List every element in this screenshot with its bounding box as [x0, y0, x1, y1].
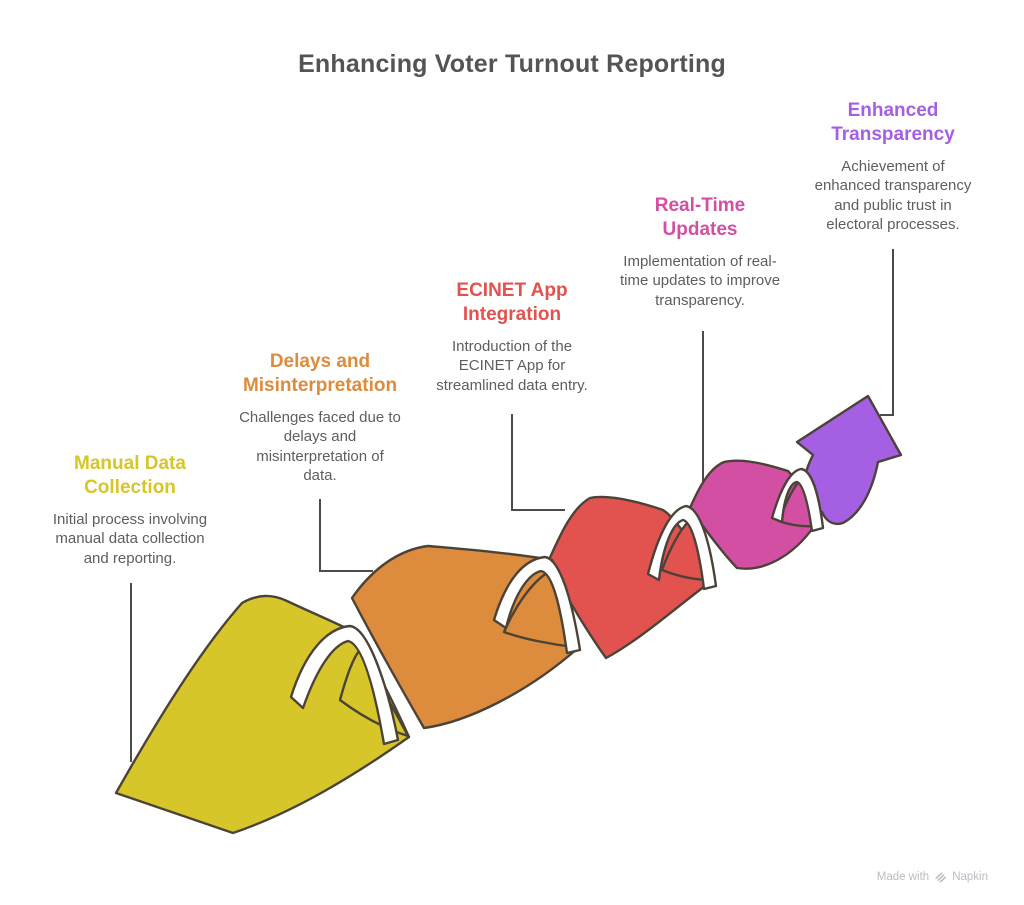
- page-title: Enhancing Voter Turnout Reporting: [298, 50, 726, 78]
- stage-label-5: Enhanced Transparency Achievement of enh…: [783, 99, 1003, 235]
- napkin-brand-label: Napkin: [952, 870, 988, 883]
- stage-heading: ECINET App Integration: [456, 280, 568, 325]
- stage-description: Challenges faced due to delays and misin…: [239, 408, 401, 485]
- connector-line-2: [319, 499, 373, 572]
- made-with-label: Made with: [876, 870, 930, 883]
- ribbon-curl-2: [492, 555, 582, 655]
- stage-heading: Manual Data Collection: [74, 453, 186, 498]
- stage-label-2: Delays and Misinterpretation Challenges …: [210, 350, 430, 486]
- connector-line-3: [511, 414, 565, 511]
- stage-heading: Real-Time Updates: [654, 195, 746, 240]
- stage-description: Introduction of the ECINET App for strea…: [436, 337, 588, 394]
- napkin-logo-icon: [935, 872, 947, 883]
- stage-description: Achievement of enhanced transparency and…: [814, 157, 972, 234]
- ribbon-segment-1: [114, 594, 411, 835]
- connector-lines: [130, 249, 894, 762]
- stage-description: Initial process involving manual data co…: [52, 510, 208, 567]
- stage-heading: Enhanced Transparency: [831, 100, 955, 145]
- connector-line-5: [880, 249, 894, 416]
- stage-label-4: Real-Time Updates Implementation of real…: [590, 194, 810, 310]
- stage-label-3: ECINET App Integration Introduction of t…: [402, 279, 622, 395]
- napkin-watermark[interactable]: Made with Napkin: [877, 870, 988, 883]
- ribbon-curl-4: [770, 467, 825, 533]
- ribbon-curl-1: [289, 624, 400, 746]
- stage-heading: Delays and Misinterpretation: [242, 351, 398, 396]
- ribbon-shapes: [114, 394, 903, 835]
- ribbon-curl-3: [646, 504, 718, 591]
- stage-label-1: Manual Data Collection Initial process i…: [20, 452, 240, 568]
- stage-description: Implementation of real- time updates to …: [619, 252, 781, 309]
